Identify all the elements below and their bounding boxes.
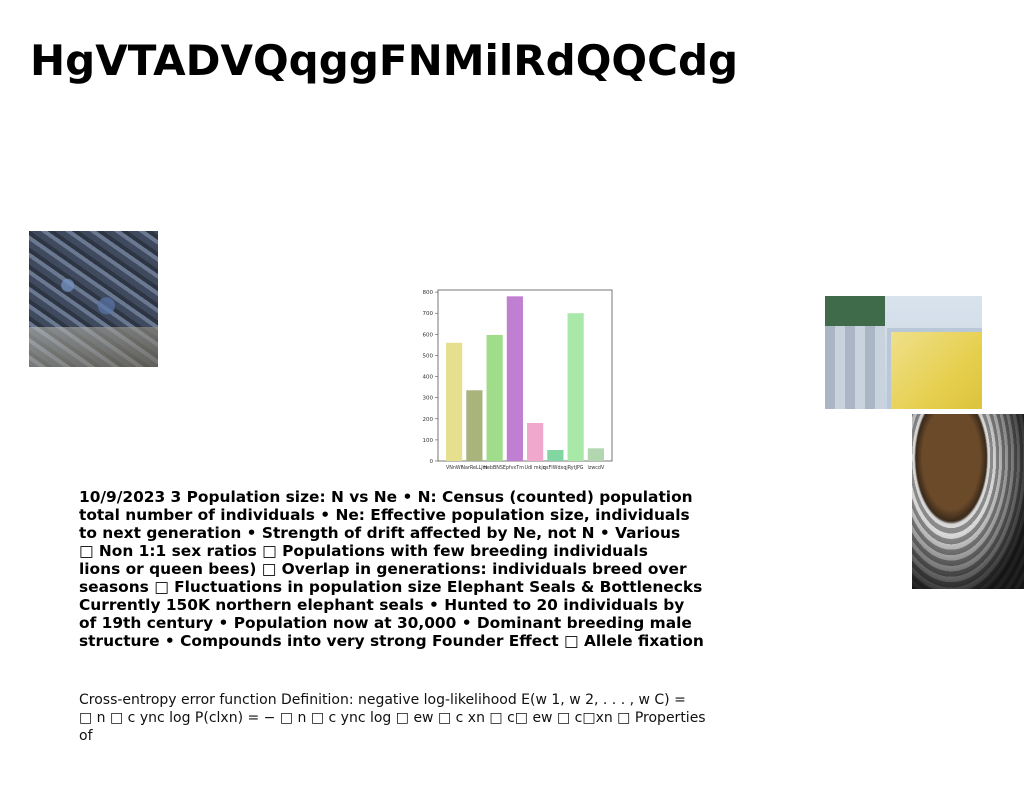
y-tick-label: 100 xyxy=(423,438,434,444)
y-tick-label: 200 xyxy=(423,417,434,423)
x-tick-label: HebBNSE xyxy=(483,465,506,471)
bar xyxy=(527,423,543,461)
x-tick-label: RytJPG xyxy=(568,465,584,471)
y-tick-label: 600 xyxy=(423,332,434,338)
bar xyxy=(487,335,503,461)
bar xyxy=(507,296,523,461)
bar xyxy=(568,313,584,461)
y-tick-label: 700 xyxy=(423,311,434,317)
bar xyxy=(446,343,462,461)
bar-chart: 0 100 200 300 400 500 600 700 800 VNnWf NarReLLJm… xyxy=(420,286,616,474)
x-tick-label: lzwcdV xyxy=(588,465,605,471)
body-text: 10/9/2023 3 Population size: N vs Ne • N… xyxy=(79,488,739,650)
x-tick-label: pfvxTm xyxy=(506,465,524,471)
bar xyxy=(547,450,563,461)
x-tick-label: qsFIWdxqj xyxy=(543,465,568,471)
pool-deck-area xyxy=(825,326,885,409)
y-tick-label: 500 xyxy=(423,353,434,359)
pool-water-area xyxy=(887,328,982,409)
y-tick-label: 800 xyxy=(423,290,434,296)
pool-grass-area xyxy=(825,296,885,326)
plot-frame xyxy=(438,290,612,461)
y-tick-label: 0 xyxy=(430,459,434,465)
bar xyxy=(466,390,482,461)
pool-aerial-photo xyxy=(825,296,982,409)
y-axis: 0 100 200 300 400 500 600 700 800 xyxy=(423,290,439,465)
y-tick-label: 300 xyxy=(423,396,434,402)
slide-title: HgVTADVQqggFNMilRdQQCdg xyxy=(30,34,738,88)
city-aerial-photo xyxy=(29,231,158,367)
x-tick-label: VNnWf xyxy=(446,465,463,471)
y-tick-label: 400 xyxy=(423,375,434,381)
tunnel-photo xyxy=(912,414,1024,589)
sub-text: Cross-entropy error function Definition:… xyxy=(79,691,719,745)
bar xyxy=(588,448,604,461)
